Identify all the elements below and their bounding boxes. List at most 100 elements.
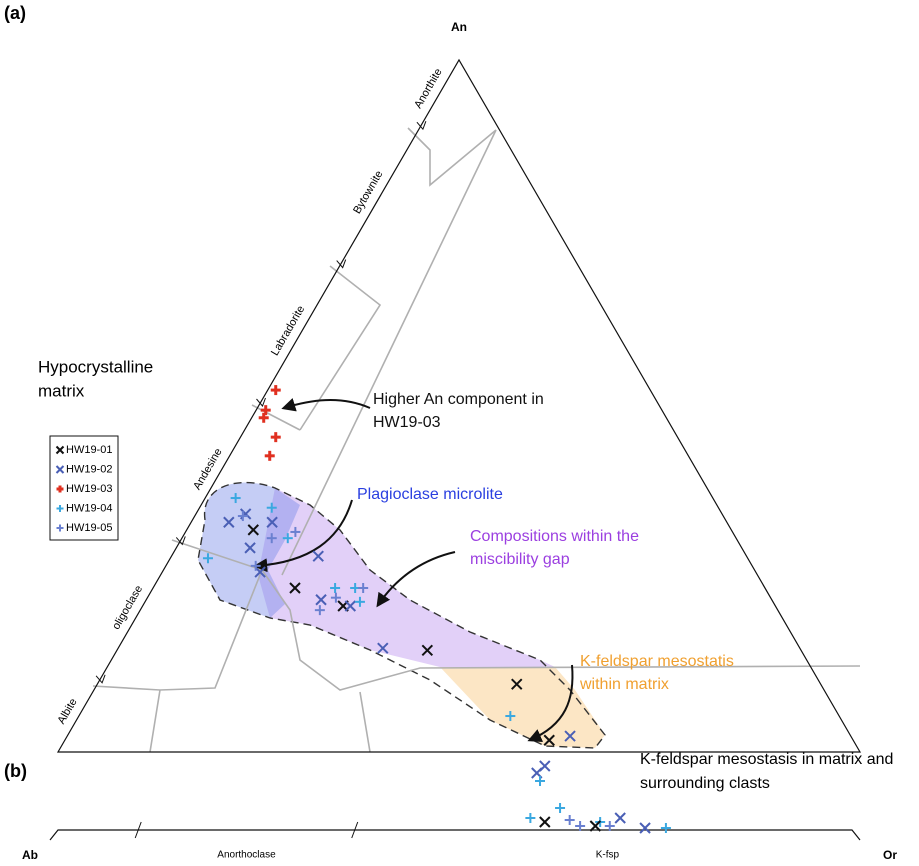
segment-tick — [134, 821, 142, 839]
arrow — [376, 551, 456, 608]
data-point — [230, 493, 241, 504]
marker-stroke — [223, 516, 235, 528]
marker-stroke — [639, 822, 651, 834]
data-point — [564, 815, 575, 825]
data-point — [543, 734, 555, 746]
marker-stroke — [247, 524, 259, 536]
data-point — [223, 516, 235, 528]
data-point — [330, 592, 341, 603]
legend-title: Hypocrystalline — [38, 357, 153, 376]
segment-label: K-fsp — [596, 850, 620, 861]
vertex-label: An — [451, 20, 467, 34]
data-point — [660, 823, 671, 833]
data-point — [270, 385, 281, 396]
marker-stroke — [564, 730, 576, 742]
data-point — [511, 678, 523, 690]
data-point — [266, 516, 278, 528]
segment-tick — [351, 821, 359, 839]
data-point — [614, 812, 626, 824]
data-point — [202, 553, 213, 564]
legend-label: HW19-02 — [66, 463, 112, 475]
data-point — [237, 511, 248, 522]
legend-marker — [56, 505, 64, 512]
legend-title: matrix — [38, 381, 85, 400]
data-point — [289, 582, 301, 594]
segment-label: Anorthoclase — [217, 850, 276, 861]
legend-label: HW19-03 — [66, 483, 112, 495]
miscibility-region — [258, 488, 555, 667]
data-point — [525, 813, 536, 823]
legend-marker — [56, 485, 64, 493]
marker-stroke — [511, 678, 523, 690]
data-point — [589, 820, 602, 832]
annotation: miscibility gap — [470, 551, 570, 568]
marker-stroke — [254, 566, 266, 578]
strip-title: surrounding clasts — [640, 775, 770, 792]
edge-label: oligoclase — [110, 583, 145, 631]
data-point — [639, 822, 651, 834]
data-point — [555, 803, 566, 813]
data-point — [315, 594, 327, 606]
legend-marker — [55, 465, 65, 474]
data-point — [260, 405, 271, 416]
data-point — [244, 542, 256, 554]
annotation: HW19-03 — [373, 414, 441, 431]
annotation: K-feldspar mesostatis — [580, 653, 734, 670]
marker-stroke — [315, 594, 327, 606]
vertex-label: Ab — [22, 848, 38, 862]
data-point — [535, 776, 546, 786]
data-point — [270, 432, 281, 443]
marker-stroke — [344, 600, 357, 612]
data-point — [421, 644, 434, 656]
legend-marker — [55, 445, 65, 455]
edge-label: Bytownite — [351, 169, 385, 216]
data-point — [575, 821, 586, 831]
data-point — [604, 821, 615, 831]
marker-stroke — [377, 642, 389, 654]
data-point — [330, 582, 341, 593]
edge-tick — [175, 536, 186, 546]
field-boundaries — [92, 127, 861, 753]
marker-stroke — [55, 445, 65, 455]
annotation: Plagioclase microlite — [357, 486, 503, 503]
marker-stroke — [312, 550, 324, 562]
legend-marker — [56, 524, 64, 532]
marker-stroke — [55, 465, 65, 474]
data-point — [564, 730, 576, 742]
data-point — [344, 600, 357, 612]
data-point — [539, 760, 551, 772]
data-point — [266, 533, 277, 544]
panel-label: (b) — [4, 761, 27, 781]
vertex-label: Or — [883, 848, 897, 862]
panel-label: (a) — [4, 3, 26, 23]
data-point — [250, 560, 261, 571]
legend-label: HW19-04 — [66, 502, 112, 514]
arrow — [527, 664, 574, 743]
annotation: within matrix — [579, 676, 669, 693]
edge-tick — [336, 259, 347, 269]
edge-tick — [256, 397, 266, 407]
marker-stroke — [589, 820, 602, 832]
data-point — [258, 412, 269, 423]
data-point — [312, 550, 324, 562]
annotation: Higher An component in — [373, 391, 544, 408]
data-point — [254, 566, 266, 578]
data-point — [354, 596, 365, 607]
legend-label: HW19-01 — [66, 444, 112, 456]
arrow — [253, 499, 353, 573]
kfeldspar-region — [440, 667, 605, 748]
data-point — [539, 816, 551, 828]
marker-stroke — [289, 582, 301, 594]
data-point — [264, 450, 275, 461]
marker-stroke — [543, 734, 555, 746]
marker-stroke — [244, 542, 256, 554]
marker-stroke — [539, 760, 551, 772]
marker-stroke — [266, 516, 278, 528]
edge-label: Andesine — [191, 446, 224, 492]
legend-label: HW19-05 — [66, 522, 112, 534]
marker-stroke — [421, 644, 434, 656]
annotation: Compositions within the — [470, 528, 639, 545]
edge-label: Anorthite — [412, 66, 444, 110]
data-point — [247, 524, 259, 536]
